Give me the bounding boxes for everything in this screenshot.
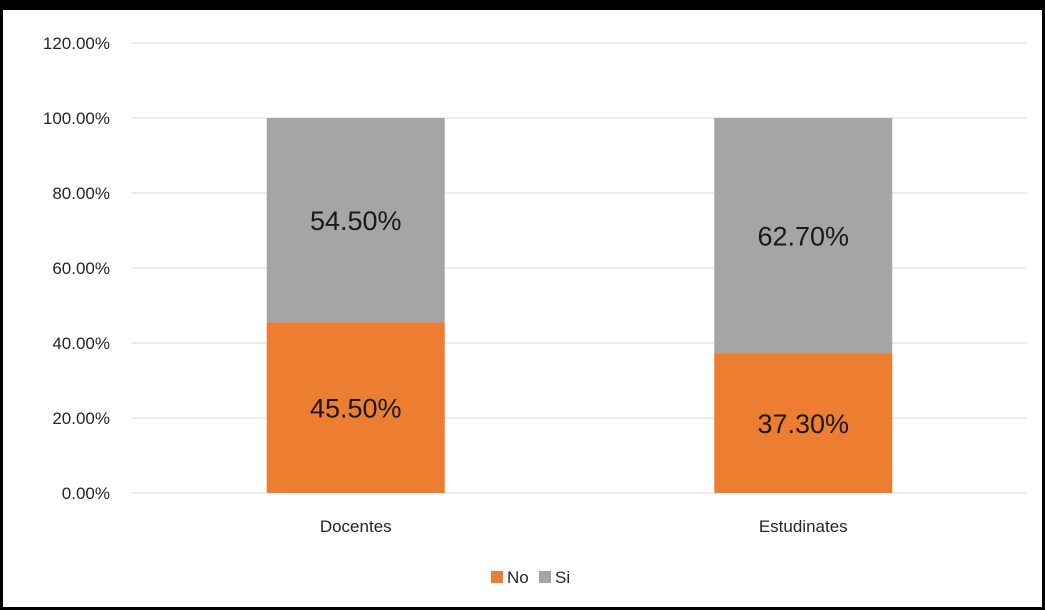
x-tick-label: Docentes [320, 517, 392, 536]
data-label: 54.50% [310, 206, 402, 236]
legend-swatch-si [539, 571, 551, 583]
y-tick-label: 100.00% [43, 109, 110, 128]
y-tick-label: 20.00% [52, 409, 110, 428]
y-tick-label: 60.00% [52, 259, 110, 278]
bar-no-estudinates [714, 353, 893, 493]
y-tick-label: 80.00% [52, 184, 110, 203]
data-label: 45.50% [310, 394, 402, 424]
bar-no-docentes [266, 322, 445, 493]
legend-label-si: Si [555, 568, 570, 587]
data-label: 37.30% [757, 409, 849, 439]
y-tick-label: 40.00% [52, 334, 110, 353]
data-label: 62.70% [757, 222, 849, 252]
bar-si-estudinates [714, 118, 893, 354]
bar-si-docentes [266, 118, 445, 323]
y-tick-label: 120.00% [43, 34, 110, 53]
x-tick-label: Estudinates [759, 517, 848, 536]
legend-swatch-no [491, 571, 503, 583]
legend-label-no: No [507, 568, 529, 587]
y-tick-label: 0.00% [62, 484, 110, 503]
